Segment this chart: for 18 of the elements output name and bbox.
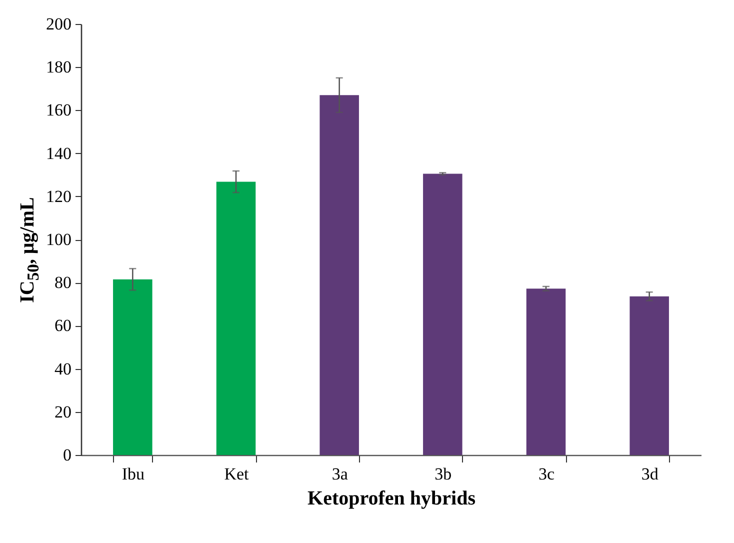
x-tick-label: 3a: [332, 464, 348, 484]
y-tick-label: 200: [46, 14, 72, 34]
x-tick-label: 3d: [641, 464, 659, 484]
y-tick-label: 60: [54, 316, 72, 336]
y-tick-label: 160: [46, 100, 72, 120]
x-axis-title: Ketoprofen hybrids: [308, 488, 476, 510]
x-tick-label: 3c: [538, 464, 555, 484]
y-tick-label: 100: [46, 230, 72, 249]
y-tick-label: 20: [54, 402, 72, 422]
y-tick-label: 180: [46, 58, 72, 77]
y-tick-label: 140: [46, 144, 72, 163]
x-tick-label: 3b: [434, 464, 452, 484]
y-tick-label: 120: [46, 186, 72, 206]
x-tick-label: Ket: [224, 464, 250, 484]
y-tick-label: 80: [54, 273, 72, 292]
y-tick-label: 40: [54, 359, 72, 378]
x-tick-label: Ibu: [122, 464, 145, 484]
y-tick-label: 0: [63, 446, 72, 464]
